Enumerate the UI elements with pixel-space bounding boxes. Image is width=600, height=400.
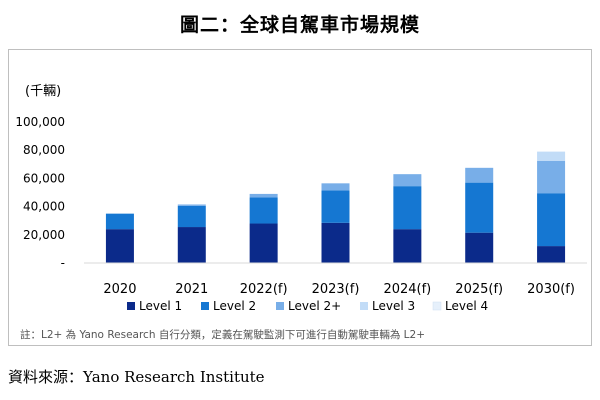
legend-label: Level 1 xyxy=(139,299,182,313)
y-axis-label: (千輛) xyxy=(25,84,61,99)
bar-segment-level-2 xyxy=(393,186,422,230)
legend-swatch xyxy=(127,302,135,310)
legend-swatch xyxy=(360,302,368,310)
bar-segment-level-1 xyxy=(393,229,422,263)
figure-title: 圖二：全球自駕車市場規模 xyxy=(179,14,420,36)
y-tick-label: 20,000 xyxy=(23,228,65,242)
bar-segment-level-1 xyxy=(249,223,278,263)
x-tick-label: 2025(f) xyxy=(455,282,503,297)
bar-segment-level-2 xyxy=(249,197,278,224)
x-tick-label: 2024(f) xyxy=(383,282,431,297)
bar-segment-level-1 xyxy=(321,222,350,263)
footnote: 註：L2+ 為 Yano Research 自行分類，定義在駕駛監測下可進行自動… xyxy=(20,329,425,341)
bar-segment-level-2 xyxy=(105,213,134,230)
bar-segment-level-2- xyxy=(393,174,422,187)
x-tick-label: 2023(f) xyxy=(312,282,360,297)
bar-segment-level-2 xyxy=(537,193,566,247)
legend-label: Level 4 xyxy=(445,299,488,313)
legend-label: Level 3 xyxy=(372,299,415,313)
bar-chart: (千輛) - 20,000 40,000 60,000 80,000 100,000 20… xyxy=(15,84,587,313)
bar-segment-level-1 xyxy=(465,232,494,263)
y-tick-label: 60,000 xyxy=(23,171,65,185)
bar-segment-level-2 xyxy=(321,190,350,223)
bar-segment-level-2- xyxy=(177,204,206,206)
x-tick-label: 2020 xyxy=(103,282,136,297)
legend-swatch xyxy=(432,301,442,311)
legend-swatch xyxy=(276,302,284,310)
bar-segment-level-1 xyxy=(177,227,206,263)
bar-segment-level-2- xyxy=(249,193,278,198)
legend-label: Level 2 xyxy=(213,299,256,313)
legend-swatch xyxy=(201,302,209,310)
bar-segment-level-2- xyxy=(321,183,350,191)
source-credit: 資料來源：Yano Research Institute xyxy=(8,368,265,386)
bar-segment-level-3 xyxy=(537,151,566,161)
bar-segment-level-2- xyxy=(537,160,566,194)
legend-label: Level 2+ xyxy=(288,299,341,313)
x-tick-label: 2021 xyxy=(175,282,208,297)
x-tick-label: 2022(f) xyxy=(240,282,288,297)
y-tick-label: 40,000 xyxy=(23,200,65,214)
chart-area: (千輛) - 20,000 40,000 60,000 80,000 100,000 20… xyxy=(8,49,592,346)
y-tick-label: - xyxy=(61,256,65,270)
bar-segment-level-1 xyxy=(105,229,134,263)
bar-segment-level-1 xyxy=(537,246,566,263)
y-tick-label: 100,000 xyxy=(15,115,65,129)
x-tick-label: 2030(f) xyxy=(527,282,575,297)
bar-segment-level-2- xyxy=(465,167,494,183)
bar-segment-level-2 xyxy=(177,205,206,228)
bar-segment-level-2 xyxy=(465,182,494,233)
y-tick-label: 80,000 xyxy=(23,143,65,157)
